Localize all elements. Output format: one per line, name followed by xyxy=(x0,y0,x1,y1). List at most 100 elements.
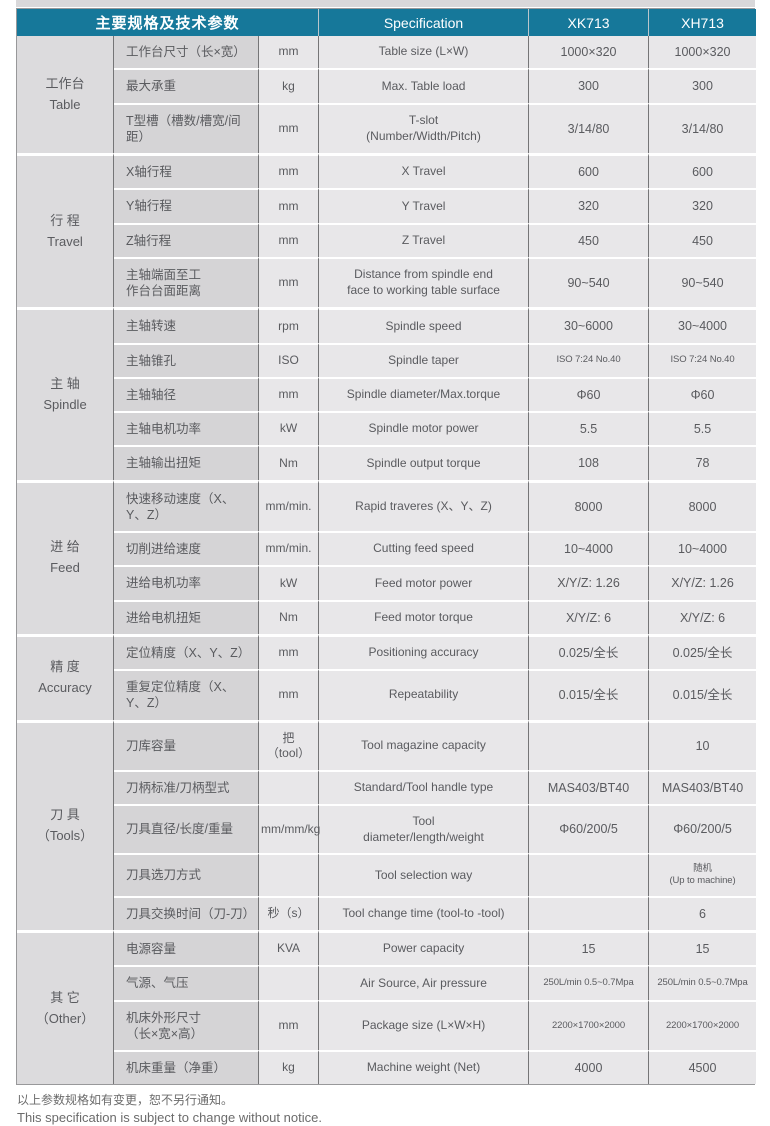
param-name-cn: 进给电机功率 xyxy=(114,565,259,599)
param-name-cn: 刀具交换时间（刀-刀） xyxy=(114,896,259,930)
param-name-cn: 刀具直径/长度/重量 xyxy=(114,804,259,853)
param-name-cn: Z轴行程 xyxy=(114,223,259,257)
unit-cell: kg xyxy=(259,68,319,102)
param-name-en: Spindle output torque xyxy=(319,445,529,479)
param-name-cn: 主轴转速 xyxy=(114,307,259,342)
unit-cell: mm xyxy=(259,669,319,720)
value-xh713: ISO 7:24 No.40 xyxy=(649,343,756,377)
param-name-en: Tool diameter/length/weight xyxy=(319,804,529,853)
param-name-en: Repeatability xyxy=(319,669,529,720)
unit-cell xyxy=(259,853,319,896)
param-name-cn: 刀具选刀方式 xyxy=(114,853,259,896)
param-name-en: Max. Table load xyxy=(319,68,529,102)
param-name-cn: 重复定位精度（X、Y、Z） xyxy=(114,669,259,720)
unit-cell: mm xyxy=(259,36,319,68)
param-name-cn: T型槽（槽数/槽宽/间距） xyxy=(114,103,259,154)
param-name-en: Standard/Tool handle type xyxy=(319,770,529,804)
unit-cell: mm/min. xyxy=(259,531,319,565)
value-xk713: 90~540 xyxy=(529,257,649,308)
spec-row: 刀 具 （Tools）刀库容量把 （tool）Tool magazine cap… xyxy=(17,720,756,770)
param-name-cn: X轴行程 xyxy=(114,153,259,188)
value-xk713: MAS403/BT40 xyxy=(529,770,649,804)
param-name-en: Positioning accuracy xyxy=(319,634,529,669)
unit-cell: KVA xyxy=(259,930,319,965)
value-xk713: 5.5 xyxy=(529,411,649,445)
value-xh713: 78 xyxy=(649,445,756,479)
value-xk713 xyxy=(529,720,649,770)
unit-cell xyxy=(259,770,319,804)
param-name-en: Rapid traveres (X、Y、Z) xyxy=(319,480,529,532)
unit-cell: ISO xyxy=(259,343,319,377)
param-name-en: Feed motor power xyxy=(319,565,529,599)
value-xh713: 90~540 xyxy=(649,257,756,308)
param-name-cn: 进给电机扭矩 xyxy=(114,600,259,634)
group-label: 其 它 （Other） xyxy=(17,930,114,1084)
param-name-en: Power capacity xyxy=(319,930,529,965)
param-name-en: Air Source, Air pressure xyxy=(319,965,529,999)
value-xk713: 0.015/全长 xyxy=(529,669,649,720)
unit-cell: mm xyxy=(259,257,319,308)
footnote-cn: 以上参数规格如有变更，恕不另行通知。 xyxy=(17,1092,755,1108)
unit-cell: kg xyxy=(259,1050,319,1084)
value-xh713: Φ60/200/5 xyxy=(649,804,756,853)
value-xh713: 600 xyxy=(649,153,756,188)
unit-cell: kW xyxy=(259,565,319,599)
value-xh713: MAS403/BT40 xyxy=(649,770,756,804)
param-name-en: Spindle motor power xyxy=(319,411,529,445)
footnote: 以上参数规格如有变更，恕不另行通知。 This specification is… xyxy=(16,1092,755,1126)
header-title-specification: Specification xyxy=(319,9,529,36)
param-name-en: Z Travel xyxy=(319,223,529,257)
unit-cell: mm xyxy=(259,103,319,154)
unit-cell: mm xyxy=(259,634,319,669)
param-name-cn: 机床重量（净重） xyxy=(114,1050,259,1084)
value-xh713: 10 xyxy=(649,720,756,770)
unit-cell: Nm xyxy=(259,600,319,634)
group-label: 工作台 Table xyxy=(17,36,114,153)
unit-cell: mm/mm/kg xyxy=(259,804,319,853)
param-name-en: X Travel xyxy=(319,153,529,188)
unit-cell xyxy=(259,965,319,999)
spec-table-wrap: 主要规格及技术参数 Specification XK713 XH713 工作台 … xyxy=(16,8,755,1085)
param-name-en: Package size (L×W×H) xyxy=(319,1000,529,1051)
group-label: 行 程 Travel xyxy=(17,153,114,307)
param-name-cn: 快速移动速度（X、Y、Z） xyxy=(114,480,259,532)
value-xk713: 250L/min 0.5~0.7Mpa xyxy=(529,965,649,999)
param-name-en: Cutting feed speed xyxy=(319,531,529,565)
param-name-cn: 定位精度（X、Y、Z） xyxy=(114,634,259,669)
value-xk713: 8000 xyxy=(529,480,649,532)
value-xk713: 1000×320 xyxy=(529,36,649,68)
group-label: 精 度 Accuracy xyxy=(17,634,114,720)
param-name-en: T-slot (Number/Width/Pitch) xyxy=(319,103,529,154)
unit-cell: mm/min. xyxy=(259,480,319,532)
unit-cell: 把 （tool） xyxy=(259,720,319,770)
value-xh713: 2200×1700×2000 xyxy=(649,1000,756,1051)
param-name-en: Spindle diameter/Max.torque xyxy=(319,377,529,411)
spec-row: 刀具交换时间（刀-刀）秒（s）Tool change time (tool-to… xyxy=(17,896,756,930)
param-name-en: Distance from spindle end face to workin… xyxy=(319,257,529,308)
param-name-en: Spindle taper xyxy=(319,343,529,377)
unit-cell: rpm xyxy=(259,307,319,342)
header-model-xk713: XK713 xyxy=(529,9,649,36)
value-xk713: 0.025/全长 xyxy=(529,634,649,669)
param-name-cn: 主轴端面至工 作台台面距离 xyxy=(114,257,259,308)
param-name-cn: Y轴行程 xyxy=(114,188,259,222)
unit-cell: 秒（s） xyxy=(259,896,319,930)
value-xh713: X/Y/Z: 1.26 xyxy=(649,565,756,599)
value-xh713: 8000 xyxy=(649,480,756,532)
value-xk713: Φ60/200/5 xyxy=(529,804,649,853)
value-xh713: 1000×320 xyxy=(649,36,756,68)
value-xh713: 450 xyxy=(649,223,756,257)
